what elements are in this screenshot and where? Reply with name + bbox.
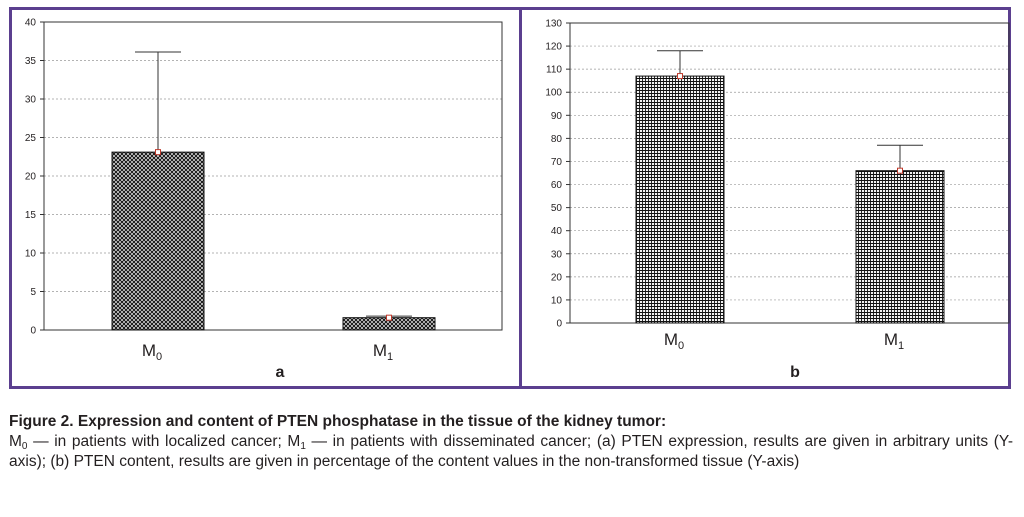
y-tick-label-b-12: 120 bbox=[545, 42, 562, 53]
y-tick-label-b-3: 30 bbox=[551, 249, 563, 260]
y-tick-label-b-8: 80 bbox=[551, 134, 563, 145]
bar-b-1 bbox=[855, 170, 945, 324]
caption-title: Figure 2. Expression and content of PTEN… bbox=[9, 413, 667, 430]
y-tick-label-a-4: 20 bbox=[25, 172, 37, 183]
y-tick-label-a-8: 40 bbox=[25, 18, 37, 29]
y-tick-label-b-1: 10 bbox=[551, 295, 563, 306]
category-label-a-0: M0 bbox=[142, 341, 162, 363]
mean-marker-b-0 bbox=[677, 73, 683, 80]
y-tick-label-b-9: 90 bbox=[551, 111, 563, 122]
y-tick-label-a-2: 10 bbox=[25, 249, 37, 260]
category-label-a-1: M1 bbox=[373, 341, 393, 363]
caption-body: M0 — in patients with localized cancer; … bbox=[9, 432, 1013, 472]
chart-panel-b: 0 10 20 30 40 50 60 70 80 90 100 110 120 130 M0 M1 b bbox=[545, 19, 1010, 381]
caption-text-2: — in patients with localized cancer; M bbox=[27, 433, 301, 450]
plot-area-b bbox=[569, 22, 1010, 324]
caption-text-0: M bbox=[9, 433, 22, 450]
y-tick-label-b-7: 70 bbox=[551, 157, 563, 168]
panel-divider bbox=[519, 7, 522, 389]
panel-label-b: b bbox=[790, 364, 800, 381]
figure-caption: Figure 2. Expression and content of PTEN… bbox=[9, 412, 1013, 472]
y-tick-label-b-0: 0 bbox=[556, 319, 562, 330]
panel-label-a: a bbox=[276, 364, 285, 381]
y-tick-label-a-1: 5 bbox=[30, 287, 36, 298]
y-tick-label-b-6: 60 bbox=[551, 180, 563, 191]
bar-b-0 bbox=[635, 75, 725, 324]
y-tick-label-b-2: 20 bbox=[551, 272, 563, 283]
y-tick-label-b-13: 130 bbox=[545, 19, 562, 30]
caption-subscript-1: 0 bbox=[21, 441, 28, 452]
figure-charts: 0 5 10 15 20 25 30 35 40 M0 M1 a 0 10 20 30 40 50 60 70 80 9… bbox=[25, 18, 1010, 381]
y-tick-label-b-11: 110 bbox=[546, 65, 562, 76]
caption-subscript-3: 1 bbox=[300, 441, 306, 452]
y-tick-label-b-10: 100 bbox=[545, 88, 562, 99]
chart-panel-a: 0 5 10 15 20 25 30 35 40 M0 M1 a bbox=[25, 18, 503, 381]
y-tick-label-b-5: 50 bbox=[551, 203, 563, 214]
y-tick-label-b-4: 40 bbox=[551, 226, 563, 237]
y-tick-label-a-7: 35 bbox=[25, 56, 37, 67]
y-tick-label-a-6: 30 bbox=[25, 95, 37, 106]
category-label-b-1: M1 bbox=[884, 330, 904, 352]
bar-a-0 bbox=[111, 151, 205, 331]
y-tick-label-a-0: 0 bbox=[30, 326, 36, 337]
caption-text-4: — in patients with disseminated cancer; … bbox=[9, 433, 1013, 470]
y-tick-label-a-5: 25 bbox=[25, 133, 37, 144]
mean-marker-b-1 bbox=[897, 167, 903, 174]
y-tick-label-a-3: 15 bbox=[25, 210, 37, 221]
category-label-b-0: M0 bbox=[664, 330, 684, 352]
mean-marker-a-0 bbox=[155, 149, 161, 156]
mean-marker-a-1 bbox=[386, 314, 392, 321]
